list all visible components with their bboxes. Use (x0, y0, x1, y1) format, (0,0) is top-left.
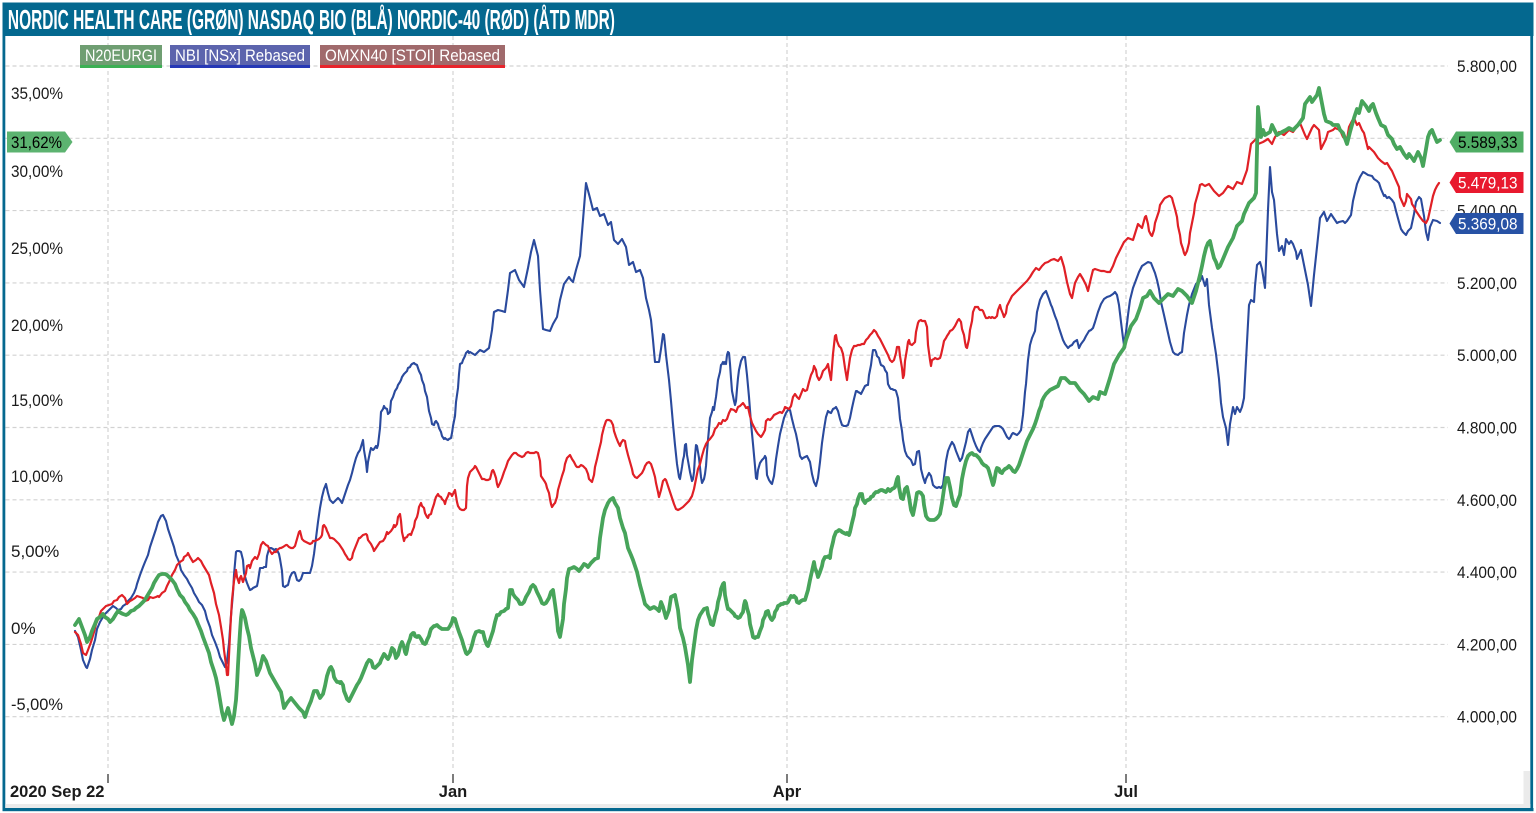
svg-text:30,00%: 30,00% (11, 162, 63, 181)
svg-text:5.200,00: 5.200,00 (1457, 274, 1517, 293)
svg-text:10,00%: 10,00% (11, 467, 63, 486)
svg-text:4.000,00: 4.000,00 (1457, 708, 1517, 727)
svg-text:5.479,13: 5.479,13 (1458, 174, 1518, 193)
svg-text:OMXN40 [STOI] Rebased: OMXN40 [STOI] Rebased (325, 47, 500, 65)
svg-text:4.400,00: 4.400,00 (1457, 563, 1517, 582)
svg-text:25,00%: 25,00% (11, 239, 63, 258)
svg-text:-5,00%: -5,00% (11, 695, 63, 714)
svg-text:20,00%: 20,00% (11, 316, 63, 335)
svg-text:4.800,00: 4.800,00 (1457, 419, 1517, 438)
svg-text:35,00%: 35,00% (11, 84, 63, 103)
svg-text:4.200,00: 4.200,00 (1457, 635, 1517, 654)
svg-text:N20EURGI: N20EURGI (85, 47, 157, 65)
svg-text:5.000,00: 5.000,00 (1457, 346, 1517, 365)
svg-text:NBI [NSx] Rebased: NBI [NSx] Rebased (175, 47, 305, 65)
svg-text:31,62%: 31,62% (11, 133, 62, 152)
svg-text:4.600,00: 4.600,00 (1457, 491, 1517, 510)
svg-text:NORDIC HEALTH CARE (GRØN) NASD: NORDIC HEALTH CARE (GRØN) NASDAQ BIO (BL… (8, 4, 615, 36)
svg-text:5.589,33: 5.589,33 (1458, 133, 1518, 152)
svg-text:5.800,00: 5.800,00 (1457, 57, 1517, 76)
svg-text:Apr: Apr (773, 783, 802, 801)
svg-text:0%: 0% (11, 619, 36, 638)
svg-text:15,00%: 15,00% (11, 391, 63, 410)
svg-text:Jul: Jul (1114, 783, 1138, 801)
svg-text:5.369,08: 5.369,08 (1458, 215, 1518, 234)
svg-text:Jan: Jan (439, 783, 467, 801)
svg-text:2020 Sep 22: 2020 Sep 22 (10, 783, 105, 801)
svg-text:5,00%: 5,00% (11, 542, 59, 561)
